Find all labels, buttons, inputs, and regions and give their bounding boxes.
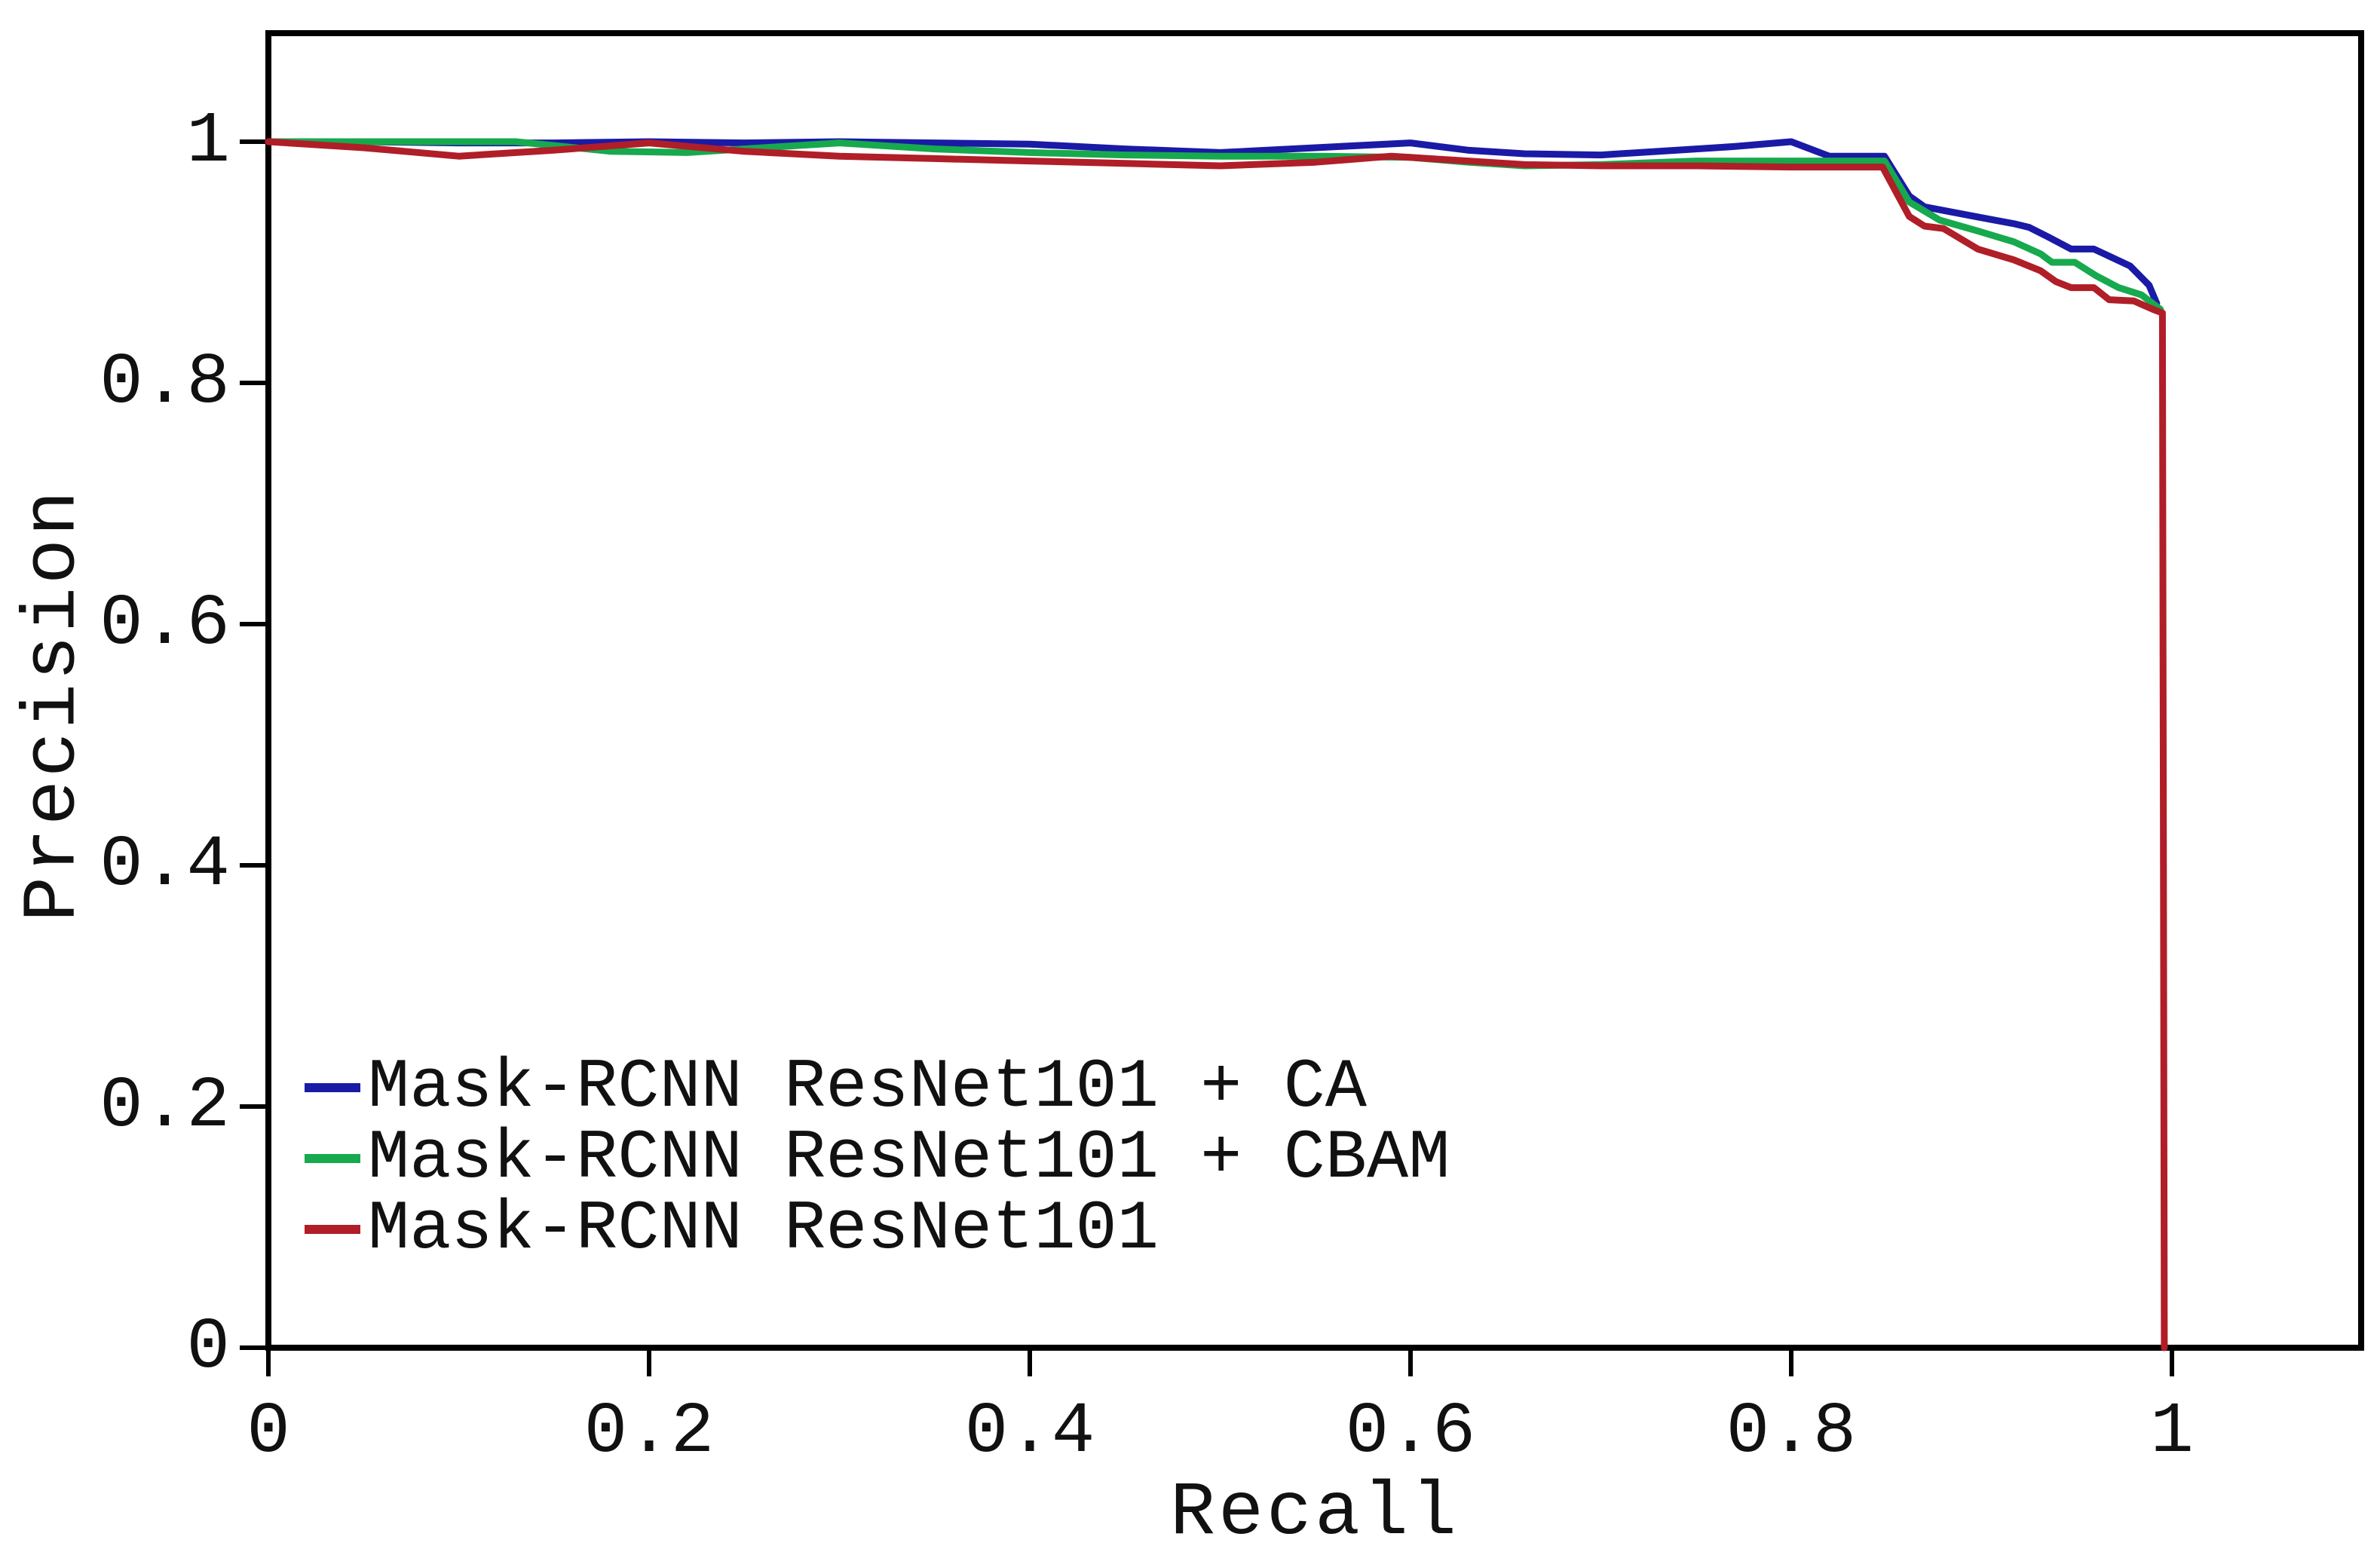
legend-swatch-ca — [305, 1083, 360, 1092]
x-tick-label: 1 — [2150, 1391, 2194, 1473]
legend: Mask-RCNN ResNet101 + CA Mask-RCNN ResNe… — [305, 1052, 1450, 1265]
legend-swatch-cbam — [305, 1154, 360, 1163]
series-line-2 — [265, 138, 2168, 1351]
legend-label-ca: Mask-RCNN ResNet101 + CA — [368, 1048, 1368, 1127]
legend-row-cbam: Mask-RCNN ResNet101 + CBAM — [305, 1123, 1450, 1194]
legend-row-baseline: Mask-RCNN ResNet101 — [305, 1194, 1450, 1265]
x-tick-label: 0.4 — [964, 1391, 1095, 1473]
y-tick-label: 0.2 — [100, 1065, 230, 1147]
y-tick-label: 0.8 — [100, 341, 230, 424]
plot-border — [265, 30, 2364, 1351]
legend-label-cbam: Mask-RCNN ResNet101 + CBAM — [368, 1119, 1450, 1198]
legend-row-ca: Mask-RCNN ResNet101 + CA — [305, 1052, 1450, 1123]
x-tick-label: 0.8 — [1726, 1391, 1857, 1473]
y-tick-label: 0 — [186, 1306, 230, 1388]
y-axis-title: Precision — [11, 487, 97, 923]
y-tick-label: 1 — [186, 100, 230, 182]
x-axis-title: Recall — [1169, 1471, 1460, 1552]
x-tick-label: 0.6 — [1345, 1391, 1476, 1473]
y-tick-label: 0.4 — [100, 824, 230, 906]
legend-swatch-baseline — [305, 1225, 360, 1234]
legend-label-baseline: Mask-RCNN ResNet101 — [368, 1189, 1159, 1269]
y-tick-label: 0.6 — [100, 583, 230, 665]
x-tick-label: 0 — [247, 1391, 290, 1473]
x-tick-label: 0.2 — [584, 1391, 715, 1473]
series-line-0 — [265, 138, 2161, 307]
